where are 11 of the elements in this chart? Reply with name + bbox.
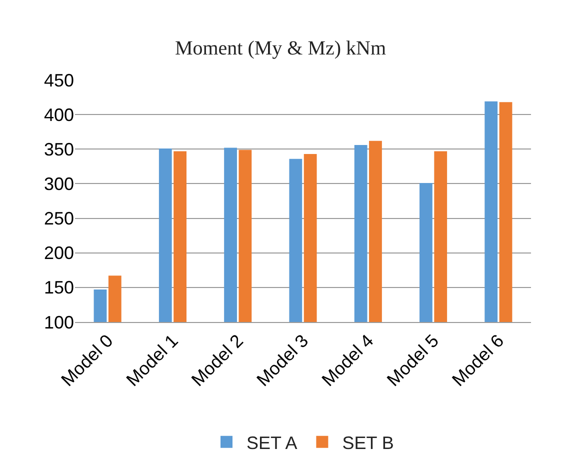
chart-title: Moment (My & Mz) kNm xyxy=(174,37,386,60)
y-tick-label: 100 xyxy=(44,312,74,332)
y-tick-label: 250 xyxy=(44,208,74,229)
y-tick-label: 150 xyxy=(44,278,74,298)
y-tick-label: 350 xyxy=(44,139,74,160)
y-tick-label: 300 xyxy=(44,174,74,194)
legend-label: SET A xyxy=(246,432,298,453)
y-tick-label: 200 xyxy=(44,243,74,264)
y-tick-label: 400 xyxy=(44,104,74,125)
legend-label: SET B xyxy=(342,432,394,453)
y-tick-label: 450 xyxy=(44,70,74,90)
